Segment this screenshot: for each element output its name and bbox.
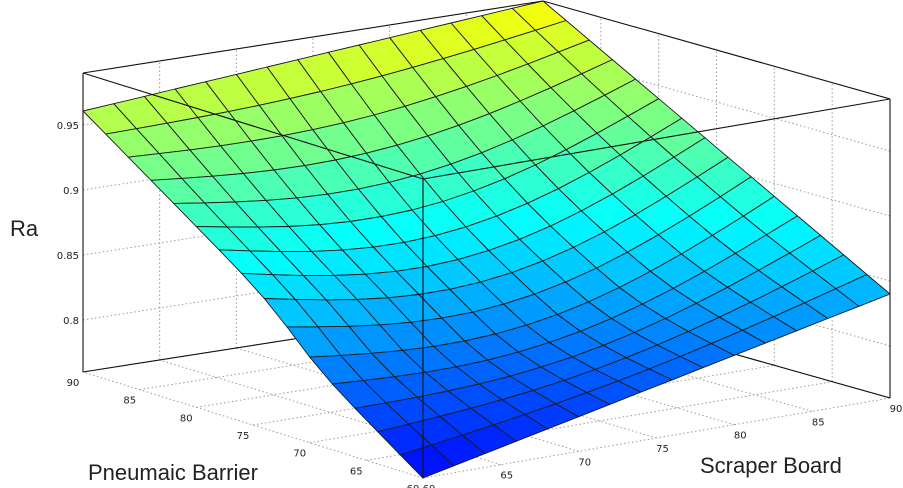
surface-mesh <box>82 0 891 479</box>
axes-box-front <box>82 72 891 478</box>
y-tick-label: 85 <box>812 417 825 428</box>
x-tick-label: 75 <box>237 431 250 442</box>
z-tick-label: 0.95 <box>57 121 79 132</box>
tick-labels: 0.8 0.85 0.9 0.95 60 65 70 75 80 85 90 60 65 70 75 80 85… <box>57 121 903 488</box>
x-tick-label: 85 <box>123 396 136 407</box>
grid-line <box>159 359 501 466</box>
y-axis-title: Scraper Board <box>700 453 842 478</box>
z-axis-title: Ra <box>10 216 39 241</box>
y-tick-label: 70 <box>578 457 591 468</box>
x-tick-label: 70 <box>293 449 306 460</box>
box-edge <box>82 72 424 180</box>
grid-line <box>309 364 775 444</box>
box-edge <box>422 98 891 180</box>
y-tick-label: 65 <box>500 471 513 482</box>
y-tick-label: 90 <box>890 404 903 415</box>
z-tick-label: 0.8 <box>63 316 79 327</box>
y-tick-label: 75 <box>656 444 669 455</box>
x-tick-label: 60 <box>407 484 420 488</box>
box-edge <box>542 0 891 100</box>
z-tick-label: 0.85 <box>57 251 79 262</box>
y-tick-label: 80 <box>734 431 747 442</box>
y-tick-label: 60 <box>423 484 436 488</box>
x-tick-label: 80 <box>180 413 193 424</box>
box-edge <box>82 0 544 74</box>
x-tick-label: 90 <box>67 378 80 389</box>
x-axis-title: Pneumaic Barrier <box>88 460 258 485</box>
grid-line <box>366 381 833 461</box>
grid-line <box>82 371 424 479</box>
surface-cell <box>399 444 455 479</box>
z-tick-label: 0.9 <box>63 186 79 197</box>
x-tick-label: 65 <box>350 466 363 477</box>
